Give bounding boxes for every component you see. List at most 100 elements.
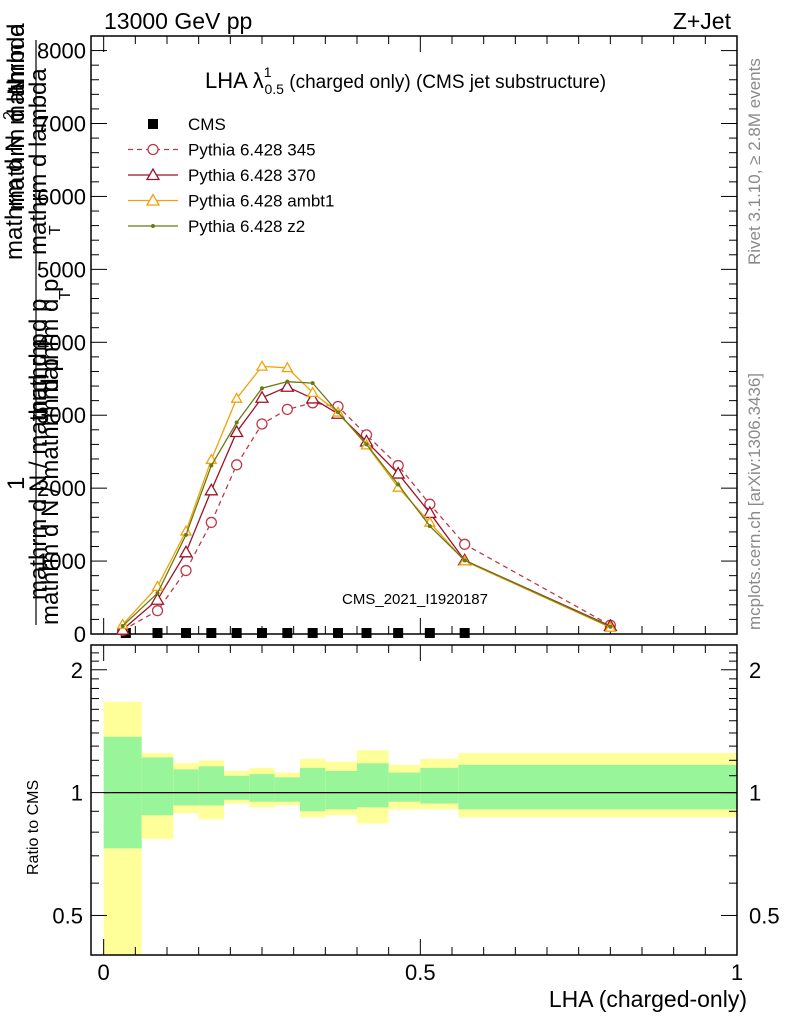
ratio-y-tick-label: 2 <box>71 658 83 683</box>
data-point <box>180 564 192 577</box>
stat-band <box>357 763 389 808</box>
data-point <box>205 516 217 529</box>
analysis-watermark: CMS_2021_I1920187 <box>342 591 488 608</box>
y-label-sub-t1: T <box>57 290 74 300</box>
data-point <box>424 628 435 638</box>
data-point <box>393 628 404 638</box>
header-energy: 13000 GeV pp <box>104 8 252 34</box>
data-point <box>229 424 244 438</box>
ratio-y-tick-label-right: 2 <box>749 658 761 683</box>
data-point <box>145 167 161 181</box>
series-line <box>122 365 611 629</box>
ratio-plot-frame: 0.5 0.5 1 1 2 2 0 0.5 1 <box>52 644 780 985</box>
stat-band <box>198 766 224 806</box>
plot-title-sub: 0.5 <box>265 81 285 97</box>
stat-band <box>141 757 174 816</box>
y-tick-label: 6000 <box>37 184 86 209</box>
y-label-one: 1 <box>3 477 30 490</box>
stat-band <box>420 767 459 804</box>
data-point <box>336 410 340 415</box>
main-plot-series <box>115 360 618 638</box>
main-plot-border <box>90 35 738 635</box>
ratio-y-tick-label-right: 1 <box>749 781 761 806</box>
data-point <box>282 628 293 638</box>
data-point <box>257 628 267 638</box>
stat-band <box>388 772 421 802</box>
y-tick-label: 0 <box>74 622 86 647</box>
data-point <box>396 482 401 487</box>
y-axis-label: 1 mathrm d N / mathrm d p mathrm d p mat… <box>1 23 74 625</box>
data-point <box>150 592 165 605</box>
ratio-bands <box>103 701 737 955</box>
series-3 <box>116 360 617 632</box>
data-point <box>204 483 219 496</box>
legend-label: Pythia 6.428 345 <box>188 141 316 160</box>
series-line <box>122 402 611 631</box>
series-line <box>122 386 611 631</box>
stat-band <box>249 774 275 802</box>
data-point <box>152 628 163 638</box>
y-tick-label: 7000 <box>37 112 86 137</box>
x-tick-label: 1 <box>731 960 743 985</box>
data-point <box>184 532 188 537</box>
data-point <box>462 558 467 563</box>
data-point <box>333 628 343 638</box>
data-point <box>310 381 315 386</box>
series-4 <box>120 379 613 629</box>
rivet-version-text: Rivet 3.1.10, ≥ 2.8M events <box>745 58 764 265</box>
y-tick-label: 5000 <box>37 257 86 282</box>
data-point <box>255 360 269 371</box>
y-tick-label: 8000 <box>37 39 86 64</box>
legend-label: Pythia 6.428 z2 <box>188 217 305 236</box>
stat-band <box>173 769 199 806</box>
data-point <box>145 193 161 206</box>
data-point <box>231 628 242 638</box>
data-point <box>178 545 194 558</box>
data-point <box>148 119 158 129</box>
main-plot-frame: 0 1000 2000 3000 4000 5000 6000 7000 8000 <box>37 35 738 647</box>
data-point <box>305 391 320 404</box>
y-label-sup-2: 2 <box>1 111 18 120</box>
y-tick-label: 4000 <box>37 330 86 355</box>
data-point <box>181 628 191 638</box>
data-point <box>260 386 264 391</box>
data-point <box>459 628 470 638</box>
data-point <box>281 403 293 416</box>
plot-title-main: LHA λ <box>205 68 264 93</box>
ratio-y-tick-label: 1 <box>71 781 83 806</box>
plot-title: LHA λ1 0.5 (charged only) (CMS jet substr… <box>205 64 606 97</box>
ratio-y-tick-label: 0.5 <box>52 903 83 928</box>
y-label-d: mathrm d <box>3 24 30 125</box>
data-point <box>230 392 243 403</box>
y-tick-label: 1000 <box>37 549 86 574</box>
ratio-y-tick-label-right: 0.5 <box>749 903 780 928</box>
y-tick-label: 2000 <box>37 476 86 501</box>
data-point <box>209 463 214 468</box>
x-tick-label: 0 <box>98 960 110 985</box>
data-point <box>280 379 295 392</box>
data-point <box>361 628 372 638</box>
y-label-dn: mathrm d N <box>1 135 28 260</box>
x-axis-label: LHA (charged-only) <box>549 986 747 1012</box>
data-point <box>391 466 406 479</box>
y-label-dlambda: mathrm d lambda <box>3 23 30 210</box>
y-label-n: N <box>3 78 30 95</box>
data-point <box>608 624 613 629</box>
data-point <box>285 379 290 384</box>
stat-band <box>224 775 250 800</box>
data-point <box>281 361 294 373</box>
x-tick-label: 0.5 <box>405 960 436 985</box>
ratio-plot-border <box>90 644 738 956</box>
y-label-line-3: mathrm d lambda <box>25 68 52 255</box>
legend: CMS Pythia 6.428 345 Pythia 6.428 370 Pythi… <box>128 115 334 236</box>
data-point <box>427 524 432 529</box>
series-line <box>122 381 611 628</box>
mcplots-credit-text: mcplots.cern.ch [arXiv:1306.3436] <box>745 373 764 630</box>
plot-title-sup: 1 <box>264 64 272 80</box>
stat-band <box>274 777 300 802</box>
stat-band <box>325 770 357 810</box>
data-point <box>231 459 243 471</box>
data-point <box>147 143 159 156</box>
legend-label: CMS <box>188 115 226 134</box>
